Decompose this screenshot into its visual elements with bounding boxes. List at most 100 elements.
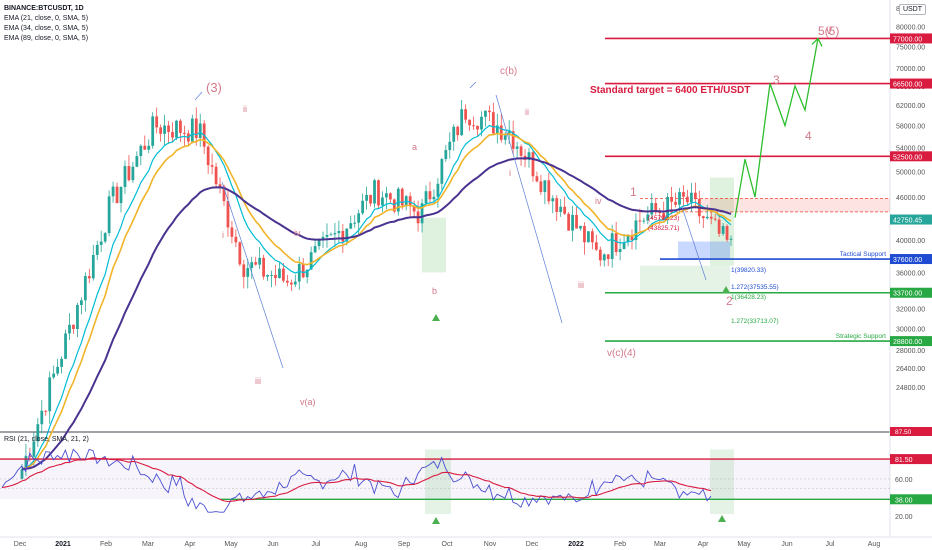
price-tick-label: 70000.00 — [896, 66, 925, 73]
candle-body — [630, 235, 634, 240]
rsi-legend: RSI (21, close, SMA, 21, 2) — [4, 436, 89, 443]
red-zone — [700, 198, 890, 213]
candle-body — [349, 223, 353, 229]
rsi-ma-line — [1, 457, 712, 503]
candle-body — [353, 222, 357, 224]
candle-body — [190, 118, 194, 142]
candle-body — [682, 192, 685, 197]
candle-body — [341, 231, 345, 242]
candle-body — [729, 238, 733, 240]
candle-body — [606, 254, 610, 260]
candle-body — [432, 196, 436, 200]
projection-arrowhead — [811, 37, 823, 47]
time-tick-label: Dec — [14, 541, 27, 548]
candle-body — [139, 145, 143, 157]
candle-body — [388, 193, 392, 200]
price-tick-label: 36000.00 — [896, 270, 925, 277]
candle-body — [64, 333, 67, 359]
price-tick-label: 30000.00 — [896, 327, 925, 334]
candle-body — [218, 184, 222, 187]
rsi-level-tag — [890, 494, 932, 505]
currency-selector[interactable]: USDT — [898, 4, 926, 15]
candle-body — [87, 276, 91, 279]
candle-body — [167, 125, 170, 133]
ema34-legend: EMA (34, close, 0, SMA, 5) — [4, 25, 89, 32]
fib-label: (43825.71) — [648, 225, 679, 232]
symbol-label: BINANCE:BTCUSDT, 1D — [4, 5, 84, 12]
candle-body — [678, 192, 681, 205]
candle-body — [198, 123, 202, 138]
green-zone — [710, 177, 734, 266]
candle-body — [171, 132, 174, 138]
candle-body — [527, 152, 531, 160]
rsi-triangle — [718, 515, 726, 522]
candle-body — [555, 198, 559, 212]
candle-body — [634, 220, 638, 240]
candle-body — [412, 206, 416, 212]
time-tick-label: Apr — [185, 541, 197, 548]
candle-body — [115, 186, 119, 204]
candle-body — [705, 216, 709, 219]
candle-body — [674, 201, 677, 205]
price-tick-label: 54000.00 — [896, 146, 925, 153]
candle-body — [246, 268, 250, 277]
candle-body — [56, 366, 60, 374]
candle-body — [666, 196, 670, 221]
candle-body — [579, 225, 582, 229]
rsi-axis-label: 81.50 — [895, 457, 913, 464]
candle-body — [32, 441, 36, 457]
candle-body — [547, 180, 551, 202]
candle-body — [293, 281, 297, 285]
candle-body — [626, 235, 630, 243]
ema21-legend: EMA (21, close, 0, SMA, 5) — [4, 15, 89, 22]
candle-body — [721, 226, 725, 234]
candle-body — [155, 116, 159, 128]
price-tick-label: 80000.00 — [896, 25, 925, 32]
candle-body — [163, 125, 166, 134]
candle-body — [499, 125, 503, 140]
price-tick-label: 26400.00 — [896, 366, 925, 373]
candle-body — [40, 410, 44, 425]
candle-body — [713, 218, 717, 220]
time-tick-label: Jun — [781, 541, 792, 548]
candle-body — [103, 233, 107, 242]
level-price-tag — [890, 78, 932, 89]
candle-body — [60, 358, 63, 367]
candle-body — [436, 183, 440, 197]
candle-body — [642, 220, 646, 222]
time-tick-label: Feb — [614, 541, 626, 548]
level-name: Tactical Support — [840, 251, 886, 258]
candle-body — [329, 234, 333, 236]
time-tick-label: May — [737, 541, 751, 548]
rsi-extra-label: 87.50 — [895, 429, 912, 436]
candle-body — [143, 145, 147, 150]
green-zone — [640, 265, 730, 292]
time-tick-label: Jul — [826, 541, 835, 548]
candle-body — [258, 257, 262, 265]
candle-body — [254, 262, 258, 265]
candle-body — [598, 249, 602, 261]
candle-body — [99, 241, 103, 245]
candle-body — [238, 242, 242, 265]
level-price-label: 77000.00 — [893, 36, 922, 43]
current-price-tag — [890, 214, 932, 225]
candle-body — [179, 120, 182, 133]
wave-label: b — [432, 286, 437, 296]
candle-body — [95, 244, 99, 255]
candle-body — [222, 186, 226, 202]
ema34-line — [21, 132, 732, 471]
level-price-label: 33700.00 — [893, 291, 922, 298]
candle-body — [282, 268, 285, 281]
candle-body — [440, 159, 444, 184]
candle-body — [452, 126, 456, 142]
fib-label: 1(36428.23) — [731, 294, 766, 301]
time-tick-label: Jun — [267, 541, 278, 548]
trend-arrow — [221, 181, 284, 369]
candle-body — [460, 109, 464, 136]
candle-body — [610, 233, 614, 260]
candle-body — [262, 257, 265, 277]
candle-body — [52, 373, 56, 378]
candle-body — [662, 213, 666, 221]
price-tick-label: 75000.00 — [896, 45, 925, 52]
